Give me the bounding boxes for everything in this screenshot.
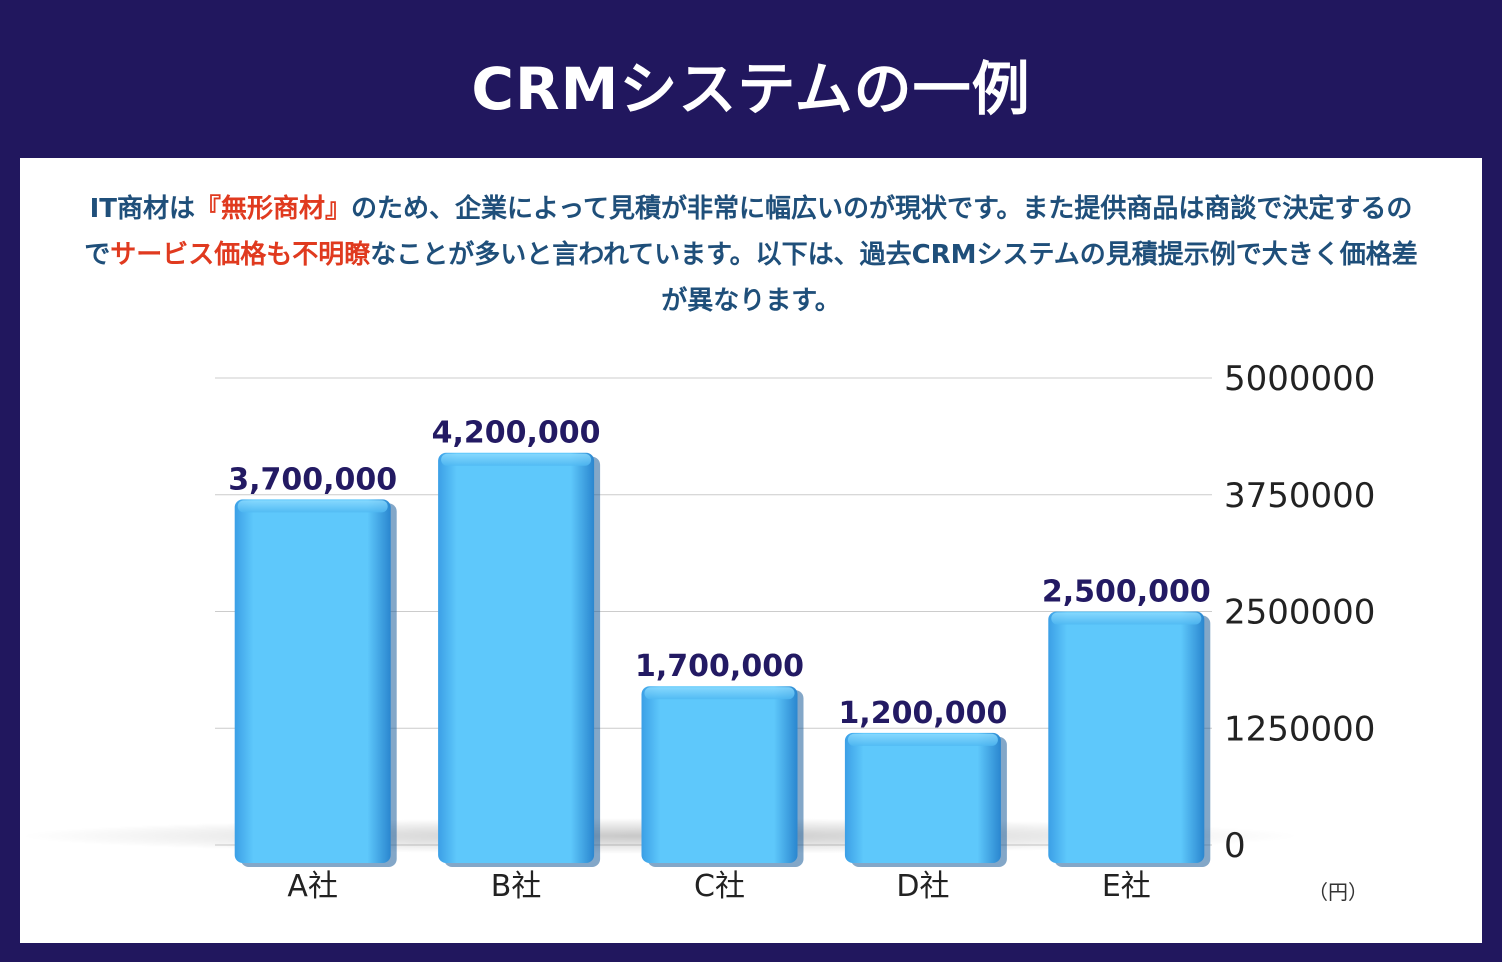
page-title: CRMシステムの一例: [471, 55, 1031, 123]
x-tick-label: D社: [896, 869, 949, 904]
x-tick-label: C社: [694, 869, 745, 904]
x-axis-labels: A社 B社 C社 D社 E社: [287, 869, 1150, 904]
y-tick-label: 3750000: [1224, 476, 1375, 516]
bar: [234, 499, 391, 863]
bar: [438, 452, 595, 863]
y-tick-label: 0: [1224, 826, 1246, 866]
y-tick-label: 1250000: [1224, 709, 1375, 749]
bar: [1048, 611, 1205, 863]
bar-chart: 3,700,000 4,200,000 1,700,000 1,200,000 2,50…: [20, 359, 1375, 904]
intro-highlight-1: 『無形商材』: [195, 194, 352, 224]
intro-text: IT商材は『無形商材』のため、企業によって見積が非常に幅広いのが現状です。また提…: [80, 186, 1422, 324]
intro-part-1: IT商材は: [89, 194, 196, 224]
x-tick-label: E社: [1102, 869, 1151, 904]
bar: [641, 686, 798, 863]
data-label: 2,500,000: [1042, 575, 1211, 610]
x-tick-label: A社: [287, 869, 338, 904]
y-tick-label: 2500000: [1224, 593, 1375, 633]
unit-label: （円）: [1308, 880, 1368, 904]
data-label: 1,200,000: [838, 696, 1007, 731]
bar-top: [237, 500, 388, 513]
bar: [844, 732, 1001, 863]
content-panel: IT商材は『無形商材』のため、企業によって見積が非常に幅広いのが現状です。また提…: [20, 158, 1482, 943]
data-labels: 3,700,000 4,200,000 1,700,000 1,200,000 2,50…: [228, 416, 1211, 731]
data-label: 3,700,000: [228, 462, 397, 497]
y-tick-label: 5000000: [1224, 359, 1375, 399]
intro-part-3: なことが多いと言われています。以下は、過去CRMシステムの見積提示例で大きく価格…: [370, 240, 1418, 316]
data-label: 4,200,000: [432, 416, 601, 451]
intro-highlight-2: サービス価格も不明瞭: [110, 240, 371, 270]
y-axis-labels: 0 1250000 2500000 3750000 5000000: [1224, 359, 1375, 866]
x-tick-label: B社: [491, 869, 542, 904]
data-label: 1,700,000: [635, 649, 804, 684]
bars: [234, 452, 1211, 867]
bar-top: [1051, 612, 1202, 625]
bar-top: [441, 453, 592, 466]
bar-top: [847, 733, 998, 746]
bar-top: [644, 687, 795, 700]
intro-part-2: のため、企業によって見積が非常に幅広いのが現状です。また提供商品は商談で決定する…: [84, 194, 1413, 270]
